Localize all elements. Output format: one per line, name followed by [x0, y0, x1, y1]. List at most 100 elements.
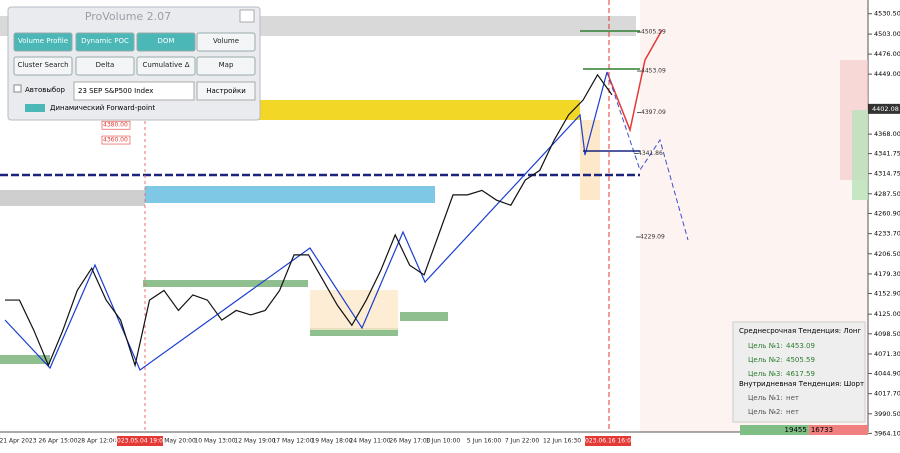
panel-button-label: Volume Profile — [18, 37, 68, 45]
target-label: Цель №3: — [748, 370, 783, 378]
x-tick-label: 17 May 12:00 — [272, 438, 313, 445]
level-box — [101, 120, 131, 130]
x-tick-label: May 20:00 — [164, 438, 196, 445]
y-tick-label: 4368.00 — [874, 130, 900, 138]
x-tick-label: 1 Jun 10:00 — [426, 438, 460, 445]
panel-button[interactable] — [136, 32, 196, 52]
target-label: Цель №1: — [748, 394, 783, 402]
settings-button[interactable] — [196, 81, 256, 101]
date-highlight — [117, 436, 163, 446]
y-tick-label: 4233.70 — [874, 230, 900, 238]
buy-volume — [740, 425, 809, 435]
panel-button[interactable] — [13, 32, 73, 52]
level-label: 4397.09 — [641, 109, 666, 116]
close-button[interactable] — [239, 9, 255, 23]
date-highlight — [585, 436, 631, 446]
zigzag — [4, 71, 608, 371]
x-tick-label: 12 Jun 16:30 — [543, 438, 581, 445]
x-tick-label: 19 May 18:00 — [311, 438, 352, 445]
target-value: 4453.09 — [786, 342, 815, 350]
band — [0, 190, 145, 206]
band — [0, 355, 50, 364]
x-tick-label: 7 Jun 22:00 — [505, 438, 539, 445]
y-tick-label: 4341.75 — [874, 150, 900, 158]
panel-button-label: Cumulative Δ — [143, 61, 190, 69]
x-tick-label: 10 May 13:00 — [194, 438, 235, 445]
price-axis — [868, 0, 900, 449]
y-tick-label: 4017.70 — [874, 390, 900, 398]
y-tick-label: 4071.30 — [874, 350, 900, 358]
y-tick-label: 4044.90 — [874, 369, 900, 377]
level-label: 4505.59 — [641, 29, 666, 36]
target-label: Цель №2: — [748, 356, 783, 364]
x-tick-label: 28 Apr 12:00 — [77, 438, 116, 445]
panel-button-label: DOM — [158, 37, 175, 45]
panel: ProVolume 2.07 Volume Profile Dynamic POC… — [7, 6, 261, 121]
y-tick-label: 4503.00 — [874, 30, 900, 38]
band — [145, 186, 435, 203]
target-value: нет — [786, 408, 799, 416]
toggle[interactable] — [25, 104, 45, 112]
trend-box-bg — [732, 321, 866, 423]
y-tick-label: 3964.10 — [874, 429, 900, 437]
y-tick-label: 4260.90 — [874, 209, 900, 217]
forecast — [606, 71, 689, 241]
band — [143, 280, 308, 287]
trend-title: Внутридневная Тенденция: Шорт — [739, 380, 864, 388]
panel-button-label: Map — [219, 61, 234, 69]
y-tick-label: 4476.00 — [874, 50, 900, 58]
level-box — [101, 135, 131, 145]
sell-volume — [808, 425, 868, 435]
y-tick-label: 4125.00 — [874, 310, 900, 318]
volume-histogram — [852, 110, 868, 200]
forecast — [606, 29, 663, 133]
y-tick-label: 4449.00 — [874, 70, 900, 78]
x-tick-label: 21 Apr 2023 — [0, 438, 37, 445]
band — [580, 120, 600, 200]
x-tick-label: 24 May 11:00 — [349, 438, 390, 445]
panel-button[interactable] — [136, 56, 196, 76]
target-value: 4505.59 — [786, 356, 815, 364]
y-tick-label: 4530.50 — [874, 10, 900, 18]
x-tick-label: 26 May 17:00 — [389, 438, 430, 445]
settings-label: Настройки — [206, 87, 246, 95]
panel-button-label: Cluster Search — [17, 61, 68, 69]
checkbox[interactable] — [13, 84, 22, 93]
y-tick-label: 4206.50 — [874, 250, 900, 258]
x-tick-label: 5 Jun 16:00 — [467, 438, 501, 445]
panel-button[interactable] — [13, 56, 73, 76]
y-tick-label: 4152.90 — [874, 289, 900, 297]
x-tick-label: 12 May 19:00 — [234, 438, 275, 445]
panel-button[interactable] — [75, 32, 135, 52]
target-value: 4617.59 — [786, 370, 815, 378]
x-tick-label: 26 Apr 15:00 — [38, 438, 77, 445]
current-price: 4402.08 — [872, 105, 899, 113]
panel-button-label: Dynamic POC — [81, 37, 129, 45]
price-line — [5, 73, 613, 368]
panel-button[interactable] — [75, 56, 135, 76]
sell-volume-label: 16733 — [811, 426, 833, 434]
level-label: 4341.86 — [638, 150, 663, 157]
band — [400, 312, 448, 321]
band — [310, 290, 398, 330]
panel-button-label: Volume — [213, 37, 239, 45]
instrument-select[interactable] — [73, 81, 195, 101]
y-tick-label: 4314.75 — [874, 170, 900, 178]
x-tick-label: 2023.05.04 19:00 — [113, 438, 167, 445]
trend-title: Среднесрочная Тенденция: Лонг — [739, 327, 861, 335]
level-label: 4229.09 — [640, 234, 665, 241]
target-label: Цель №1: — [748, 342, 783, 350]
band — [310, 328, 398, 336]
level-label: 4380.00 — [103, 122, 128, 129]
forward-label: Динамический Forward-point — [50, 104, 155, 112]
current-price-box — [868, 103, 900, 114]
level-label: 4360.00 — [103, 137, 128, 144]
panel-button[interactable] — [196, 32, 256, 52]
panel-button[interactable] — [196, 56, 256, 76]
target-value: нет — [786, 394, 799, 402]
buy-volume-label: 19455 — [785, 426, 807, 434]
y-tick-label: 4098.50 — [874, 330, 900, 338]
x-tick-label: 2023.06.16 16:00 — [581, 438, 635, 445]
